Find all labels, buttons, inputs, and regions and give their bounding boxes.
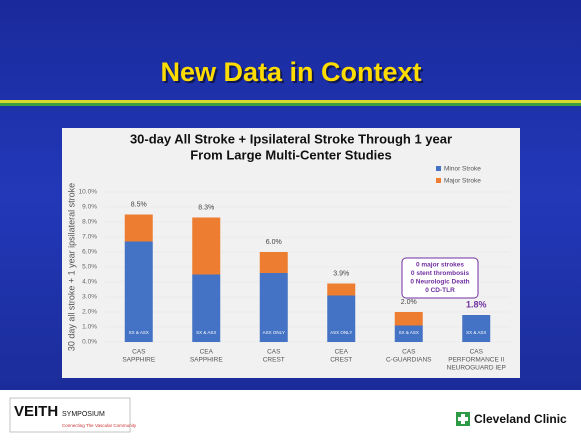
stripe — [0, 100, 581, 103]
bar-segment — [192, 274, 221, 342]
slide-title: New Data in Context — [160, 57, 421, 87]
bar-label: ASX ONLY — [330, 330, 352, 335]
bar-label: SX & ASX — [196, 330, 216, 335]
bar-segment — [259, 252, 288, 273]
y-tick-label: 3.0% — [82, 294, 97, 301]
legend-label: Major Stroke — [444, 178, 481, 185]
annotation-text: 0 stent thrombosis — [411, 270, 470, 277]
x-tick-label: CAS — [132, 349, 146, 356]
total-label: 1.8% — [466, 299, 487, 309]
x-tick-label: CEA — [200, 349, 214, 356]
x-tick-label: CEA — [335, 349, 349, 356]
y-tick-label: 4.0% — [82, 279, 97, 286]
y-tick-label: 6.0% — [82, 249, 97, 256]
y-tick-label: 0.0% — [82, 339, 97, 346]
logo-icon — [458, 417, 468, 421]
total-label: 2.0% — [401, 299, 417, 306]
y-tick-label: 8.0% — [82, 219, 97, 226]
bar-label: ASX ONLY — [263, 330, 285, 335]
bar-segment — [394, 312, 423, 326]
slide-title-shadow: New Data in Context — [162, 59, 423, 89]
bar-segment — [124, 214, 153, 242]
bar-segment — [327, 283, 356, 296]
logo-tagline: Connecting The Vascular Community — [62, 423, 137, 428]
x-tick-label: SAPPHIRE — [122, 357, 156, 364]
bar-segment — [327, 295, 356, 342]
annotation-box — [401, 257, 479, 299]
x-tick-label: CAS — [402, 349, 416, 356]
x-tick-label: PERFORMANCE II — [448, 357, 504, 364]
logo-text: SYMPOSIUM — [62, 411, 105, 418]
legend-label: Minor Stroke — [444, 166, 481, 173]
x-tick-label: C-GUARDIANS — [386, 357, 432, 364]
y-axis-label: 30 day all stroke + 1 year ipsilateral s… — [66, 183, 76, 351]
y-tick-label: 9.0% — [82, 204, 97, 211]
x-tick-label: NEUROGUARD IEP — [447, 365, 506, 372]
bar-segment — [192, 217, 221, 275]
bar-segment — [124, 241, 153, 342]
logo-text: VEITH — [14, 403, 58, 420]
bar-label: SX & ASX — [129, 330, 149, 335]
total-label: 6.0% — [266, 239, 282, 246]
logo-right: Cleveland Clinic — [474, 412, 567, 426]
x-tick-label: CAS — [470, 349, 484, 356]
y-tick-label: 5.0% — [82, 264, 97, 271]
annotation-text: 0 Neurologic Death — [410, 279, 469, 286]
chart-title: 30-day All Stroke + Ipsilateral Stroke T… — [130, 131, 452, 146]
y-tick-label: 10.0% — [79, 189, 98, 196]
annotation-text: 0 major strokes — [416, 262, 464, 269]
x-tick-label: CAS — [267, 349, 281, 356]
annotation-text: 0 CD-TLR — [425, 287, 455, 294]
logo-left — [9, 397, 131, 433]
total-label: 8.3% — [198, 204, 214, 211]
bar-segment — [462, 315, 491, 342]
y-tick-label: 2.0% — [82, 309, 97, 316]
y-tick-label: 7.0% — [82, 234, 97, 241]
legend-swatch — [436, 178, 441, 183]
stripe — [0, 103, 581, 106]
bar-segment — [394, 325, 423, 342]
total-label: 3.9% — [333, 270, 349, 277]
x-tick-label: CREST — [263, 357, 285, 364]
legend-swatch — [436, 166, 441, 171]
y-tick-label: 1.0% — [82, 324, 97, 331]
bar-label: SX & ASX — [399, 330, 419, 335]
bar-segment — [259, 273, 288, 342]
bar-label: SX & ASX — [466, 330, 486, 335]
chart-title: From Large Multi-Center Studies — [190, 147, 392, 162]
x-tick-label: SAPPHIRE — [190, 357, 224, 364]
total-label: 8.5% — [131, 201, 147, 208]
x-tick-label: CREST — [330, 357, 352, 364]
